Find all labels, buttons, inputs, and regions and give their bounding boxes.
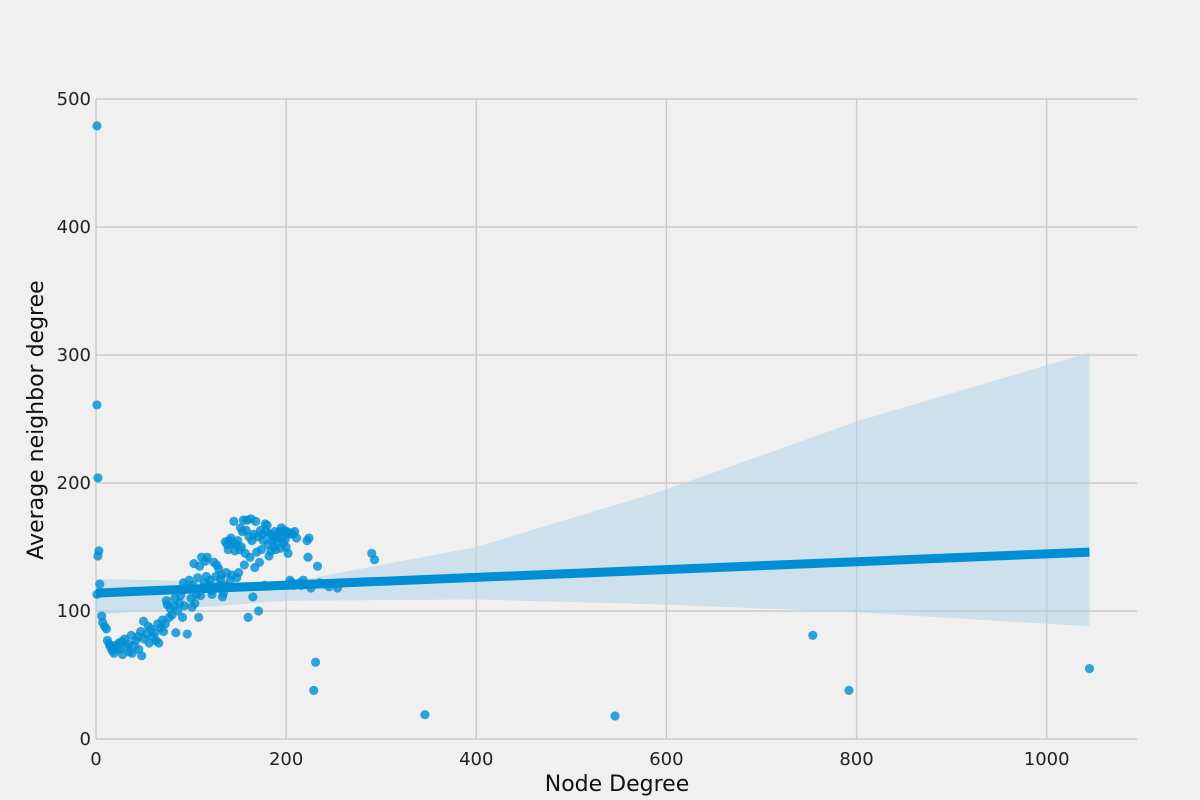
y-tick-label: 400 [57,217,91,238]
data-point [239,560,249,570]
data-point [243,612,253,623]
x-tick-label: 0 [90,749,101,770]
data-point [193,573,203,583]
x-tick-label: 800 [839,749,873,770]
data-point [179,601,190,611]
data-point [311,657,321,667]
data-point [158,626,169,637]
data-point [253,606,264,616]
y-axis-title: Average neighbor degree [24,280,49,559]
data-point [304,533,314,543]
data-point [245,552,255,562]
tick-labels: 0 200 400 600 800 1000 0 100 200 300 400 500 [57,89,1070,770]
data-point [194,612,204,623]
data-point [190,598,200,608]
x-tick-label: 400 [459,749,493,770]
data-point [173,606,183,616]
data-point [182,629,192,639]
y-tick-label: 300 [57,345,91,366]
data-point [262,520,272,530]
data-point [844,685,854,695]
regression-line [95,547,1090,598]
data-point [248,592,258,602]
data-point [101,624,112,634]
data-point [420,710,430,720]
data-point [234,568,244,578]
data-point [127,648,137,658]
data-point [283,548,293,559]
data-point [92,400,102,410]
x-tick-label: 600 [649,749,683,770]
data-point [256,544,267,555]
y-tick-label: 100 [57,601,91,622]
data-point [309,685,319,695]
x-tick-label: 200 [269,749,303,770]
data-point [93,473,103,483]
data-point [171,628,181,638]
data-point [137,651,147,661]
y-tick-label: 200 [57,473,91,494]
data-point [254,557,265,567]
data-point [154,638,164,648]
y-tick-label: 500 [57,89,91,110]
data-point [303,552,313,562]
data-point [251,516,261,527]
data-point [1084,664,1095,674]
data-point [291,533,302,543]
y-tick-label: 0 [80,729,91,750]
data-point [202,552,212,562]
data-point [93,551,103,561]
data-point [312,561,323,571]
data-point [369,555,380,565]
data-point [808,630,818,640]
data-point [95,579,105,589]
x-axis-title: Node Degree [545,772,689,797]
data-point [610,711,620,721]
x-tick-label: 1000 [1024,749,1070,770]
regression-line-layer [95,547,1090,598]
data-point [229,516,239,527]
data-point [177,612,188,623]
data-point [92,121,102,131]
